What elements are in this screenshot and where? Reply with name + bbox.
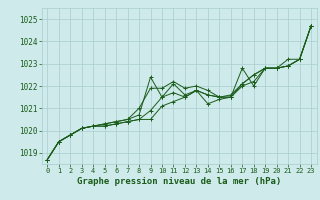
X-axis label: Graphe pression niveau de la mer (hPa): Graphe pression niveau de la mer (hPa) <box>77 177 281 186</box>
